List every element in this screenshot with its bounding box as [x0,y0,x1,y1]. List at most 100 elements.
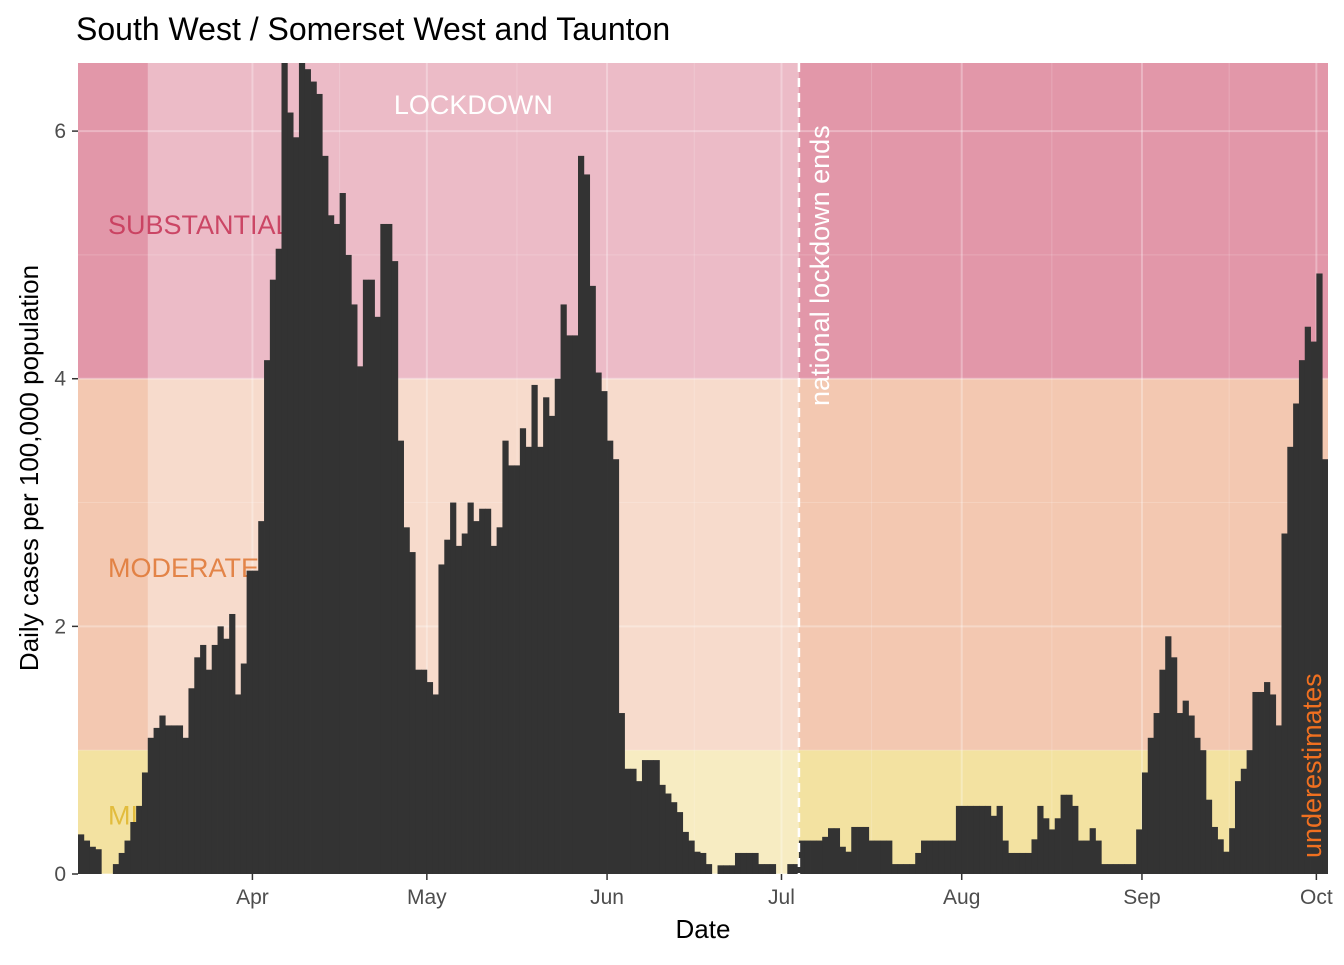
x-tick-label: Jul [768,886,795,909]
bar [351,304,358,874]
bar [159,715,166,874]
bar [182,737,189,874]
bar [607,440,614,874]
bar [560,304,567,874]
bar [432,694,439,874]
bar [368,279,375,874]
bar [502,440,509,874]
bar [1048,829,1056,874]
bar [996,805,1003,874]
bar [1095,840,1102,874]
bar [961,805,968,874]
bar [903,864,910,874]
bar [78,834,85,874]
bar [421,669,428,874]
bar [1078,840,1085,874]
bar [275,248,282,874]
bar [479,508,486,874]
bar [548,415,556,874]
bar [1211,826,1218,874]
bar [1147,737,1154,874]
bar [665,793,672,874]
bar [1083,840,1091,874]
bar [339,193,346,874]
bar [473,521,480,874]
bar [1281,533,1288,874]
bar [566,335,573,874]
y-tick-label: 0 [54,863,66,886]
bar [1159,669,1166,874]
bar [171,725,178,874]
bar [1112,864,1120,874]
bar [386,223,393,874]
bar [357,366,364,874]
bar [671,802,678,874]
bar [839,846,846,874]
bar [409,552,416,874]
bar [525,446,532,874]
bar [874,840,881,874]
bar [636,781,643,874]
x-axis-title: Date [676,914,731,944]
bar [1275,725,1282,874]
bar [1287,446,1294,874]
bar [223,638,230,874]
bar [281,63,288,874]
bar [595,372,602,874]
bar-series [78,63,1328,874]
bar [891,864,899,874]
bar [490,545,498,874]
y-tick-label: 6 [54,120,66,143]
bar [1316,273,1323,874]
bar [973,805,980,874]
bar [112,864,120,874]
bar [141,772,149,874]
bar [1322,459,1328,874]
bar [798,840,806,874]
bar [1136,829,1143,874]
bar [246,570,253,874]
bar [1101,864,1108,874]
bar [938,840,945,874]
bar [1304,326,1311,874]
plot-panel: MINORMODERATESUBSTANTIAL LOCKDOWN nation… [78,63,1328,874]
bar [618,713,625,874]
bar [1223,851,1230,874]
bar [252,570,259,874]
bar [508,465,515,874]
bar [921,840,928,874]
bar [130,821,137,874]
bar [362,279,370,874]
y-axis-title: Daily cases per 100,000 population [14,265,44,671]
bar [1293,403,1300,874]
bar [787,864,794,874]
bar [83,840,91,874]
bar [345,254,352,874]
bar [124,840,131,874]
chart-title: South West / Somerset West and Taunton [76,11,670,47]
bar [1200,750,1207,874]
bar [1043,818,1050,874]
lockdown-label: LOCKDOWN [394,90,553,120]
bar [153,727,160,874]
bar [374,316,381,874]
bar [211,644,218,874]
y-axis: 0 2 4 6 [54,120,78,886]
bar [444,539,451,874]
bar [1182,700,1189,874]
bar [886,840,893,874]
bar [723,865,730,874]
bar [641,760,649,874]
bar [89,846,96,874]
bar [862,826,870,874]
bar [1194,737,1201,874]
bar [328,215,335,874]
bar [990,815,998,874]
bar [764,864,771,874]
bar [967,805,974,874]
bar [630,768,637,874]
bar [264,360,271,874]
bar [822,836,829,874]
bar [926,840,934,874]
bar [647,760,654,874]
